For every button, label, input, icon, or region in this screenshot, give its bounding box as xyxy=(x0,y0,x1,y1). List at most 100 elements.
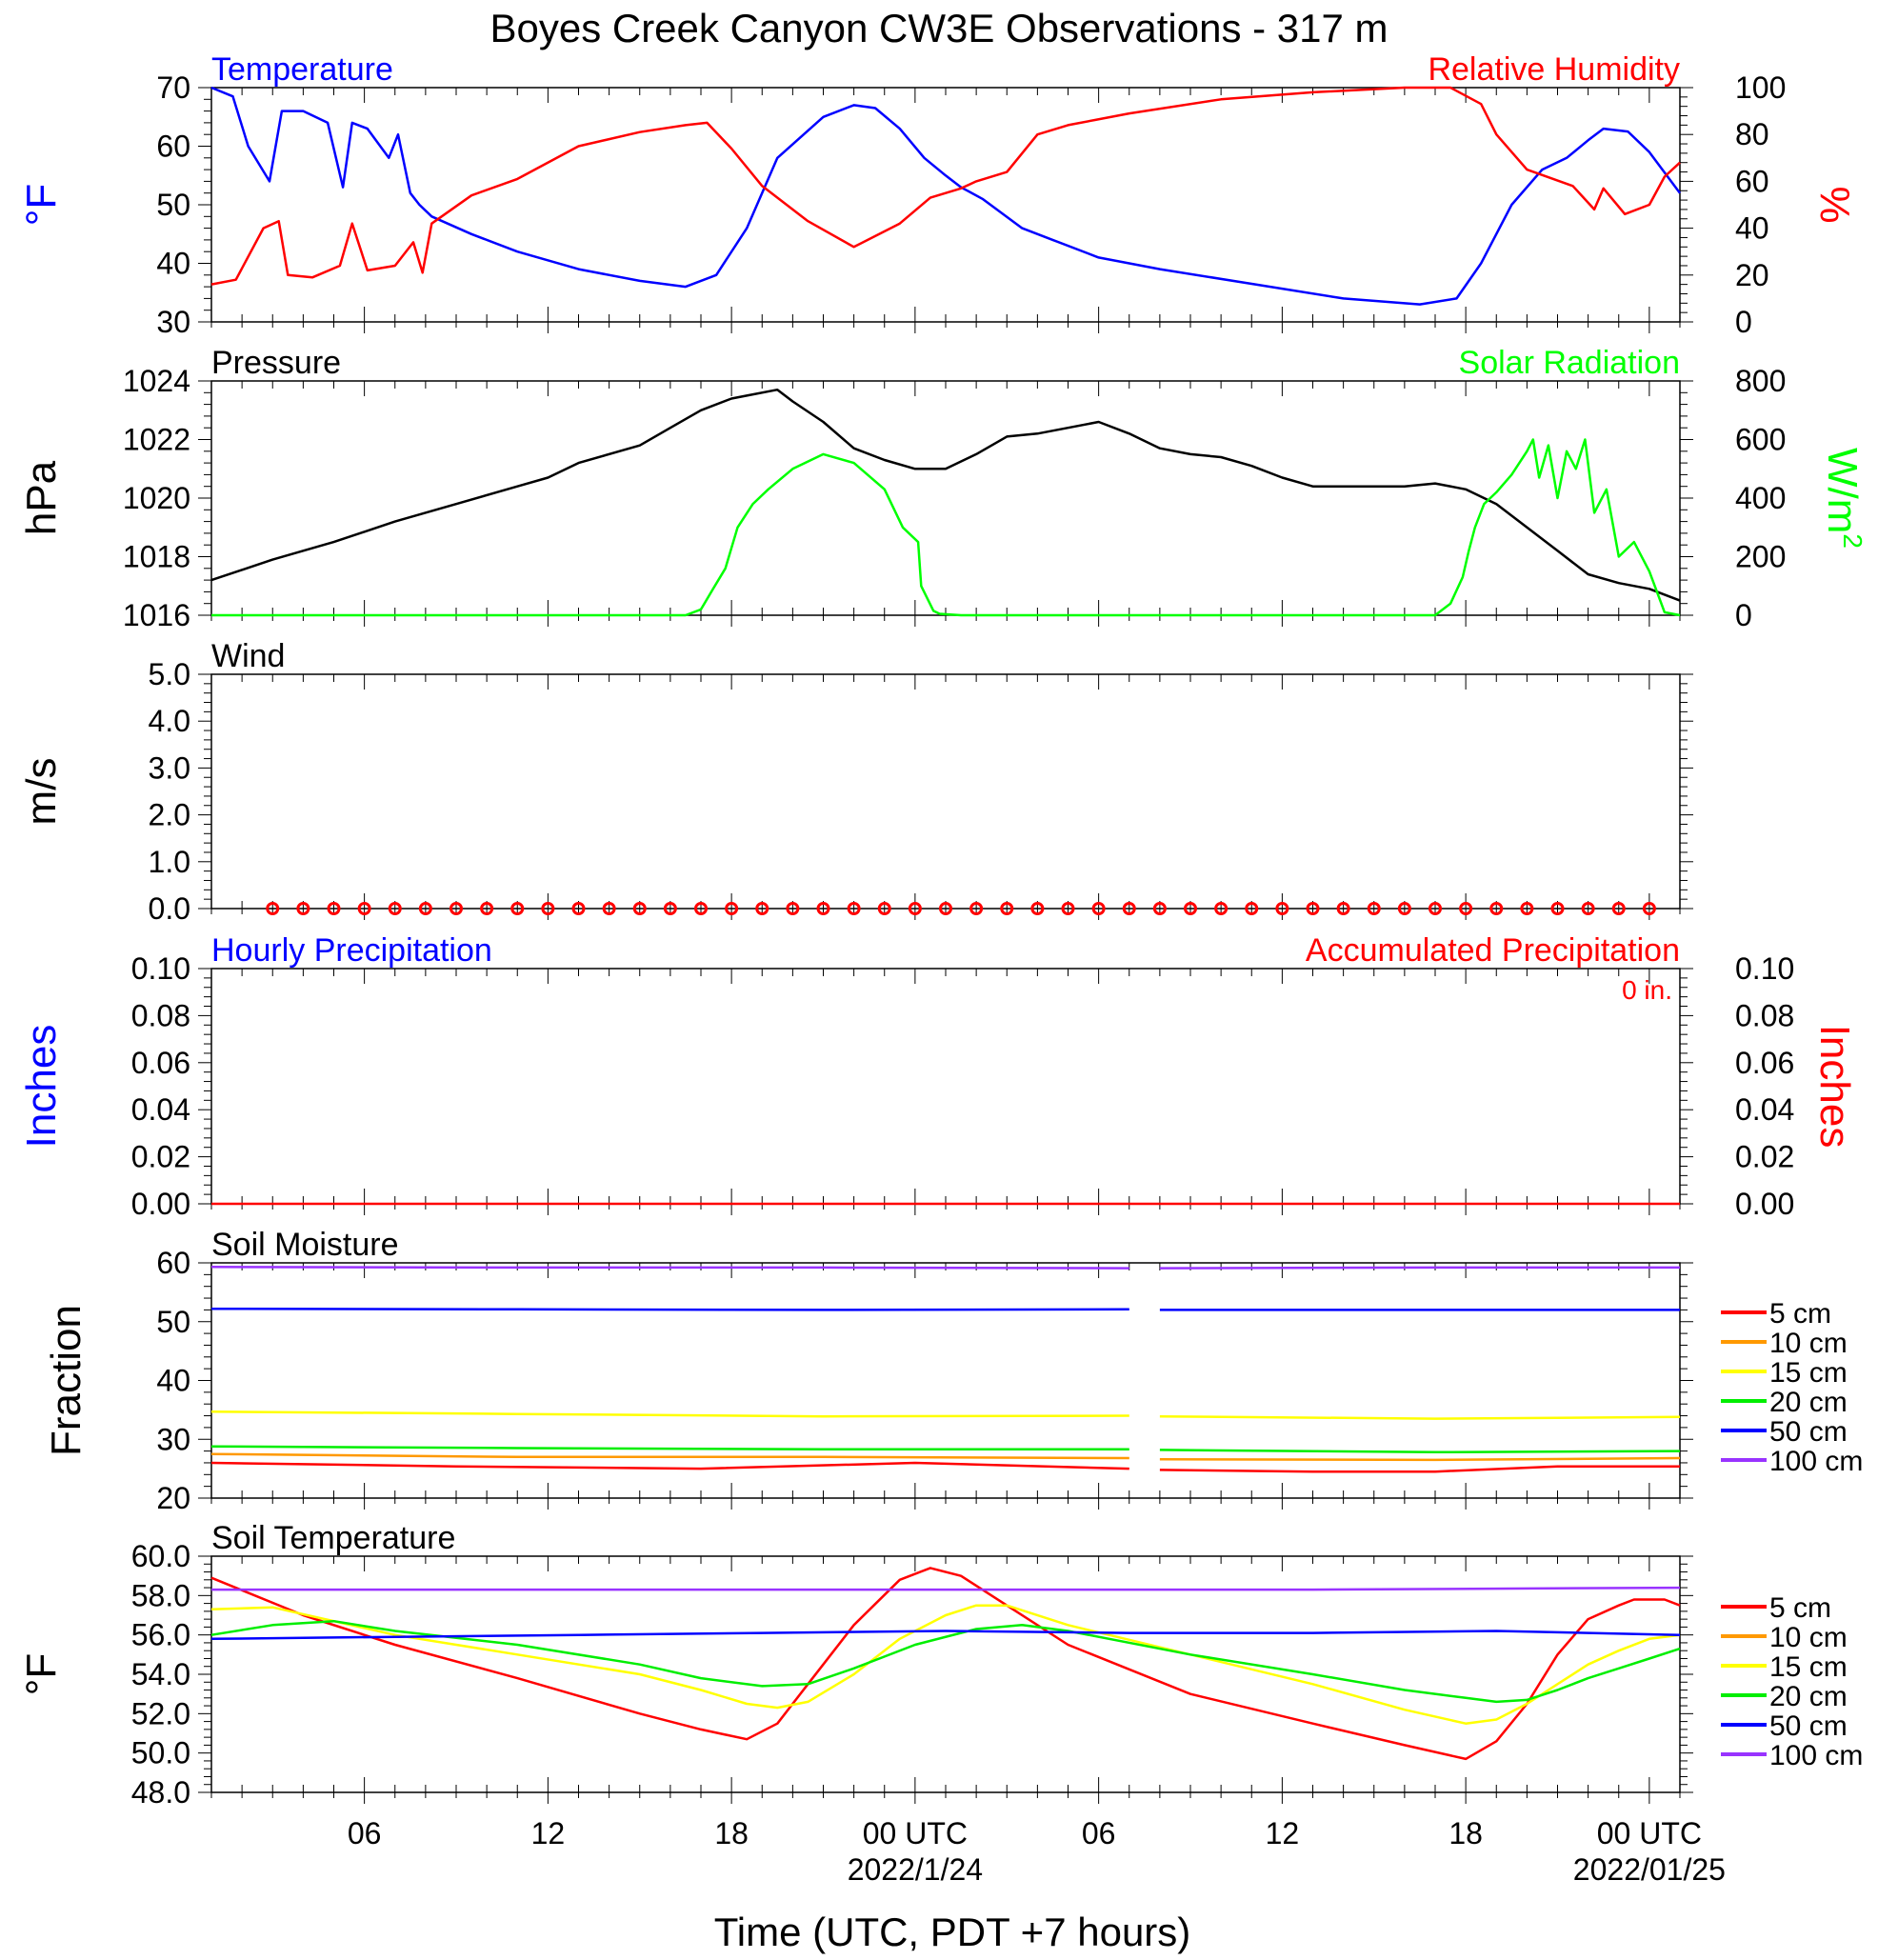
wind-marker xyxy=(1275,902,1289,915)
wind-marker xyxy=(1061,902,1075,915)
wind-marker xyxy=(1397,902,1411,915)
wind-marker xyxy=(969,902,984,915)
series-line-100-cm xyxy=(210,1266,1129,1270)
y-tick-label: 0.04 xyxy=(131,1092,190,1127)
wind-marker xyxy=(908,902,922,915)
y-right-tick-label: 0.04 xyxy=(1735,1092,1794,1127)
panel-precipitation: 0.00 0.02 0.04 0.06 0.08 0.10 0.00 0.02 0.04 0.06… xyxy=(18,932,1858,1221)
y-tick-label: 40 xyxy=(156,247,190,281)
y-tick-label: 1024 xyxy=(123,364,190,398)
y-tick-label: 54.0 xyxy=(131,1657,190,1691)
wind-marker xyxy=(632,902,647,915)
y-tick-label: 0.08 xyxy=(131,998,190,1032)
y-tick-label: 58.0 xyxy=(131,1578,190,1612)
y-tick-label: 30 xyxy=(156,305,190,339)
y-tick-label: 50 xyxy=(156,188,190,222)
series-line-20-cm xyxy=(1159,1449,1681,1454)
y-tick-label: 2.0 xyxy=(149,798,190,832)
panel-left-title: Pressure xyxy=(211,345,341,381)
y-axis-title: Fraction xyxy=(43,1305,90,1456)
series-line-5-cm xyxy=(210,1461,1129,1470)
x-tick-label: 12 xyxy=(531,1816,566,1850)
y-tick-label: 0.10 xyxy=(131,951,190,986)
y-tick-label: 50.0 xyxy=(131,1736,190,1770)
wind-marker xyxy=(327,902,341,915)
y-tick-label: 60.0 xyxy=(131,1539,190,1573)
y-right-axis-title: Inches xyxy=(1811,1025,1858,1149)
wind-marker xyxy=(786,902,800,915)
y-tick-label: 20 xyxy=(156,1481,190,1515)
series-line-10-cm xyxy=(210,1452,1129,1460)
legend-label: 50 cm xyxy=(1769,1710,1848,1742)
series-line-10-cm xyxy=(1159,1456,1681,1462)
y-tick-label: 1.0 xyxy=(149,845,190,879)
series-line-temperature xyxy=(210,86,1682,306)
y-right-tick-label: 20 xyxy=(1735,258,1769,292)
y-tick-label: 4.0 xyxy=(149,704,190,738)
y-right-tick-label: 0.10 xyxy=(1735,951,1794,986)
series-line-50-cm xyxy=(210,1630,1681,1641)
wind-marker xyxy=(1245,902,1259,915)
wind-marker xyxy=(510,902,525,915)
panel-left-title: Wind xyxy=(211,638,285,674)
x-tick-label: 18 xyxy=(1448,1816,1483,1850)
wind-marker xyxy=(388,902,402,915)
series-line-100-cm xyxy=(211,1586,1681,1591)
panel-temperature_humidity: 30 40 50 60 70 0 20 40 60 80 100 °F % Temperature Rela… xyxy=(18,51,1858,339)
wind-marker xyxy=(816,902,830,915)
y-tick-label: 1020 xyxy=(123,481,190,515)
legend-label: 10 cm xyxy=(1769,1622,1848,1653)
y-axis-title: °F xyxy=(18,184,65,226)
legend-label: 15 cm xyxy=(1769,1357,1848,1389)
y-right-axis-title: W/m2 xyxy=(1819,448,1868,549)
y-tick-label: 3.0 xyxy=(149,750,190,785)
x-tick-label: 06 xyxy=(1082,1816,1116,1850)
wind-marker xyxy=(357,902,371,915)
y-right-tick-label: 800 xyxy=(1735,364,1786,398)
series-line-20-cm xyxy=(210,1445,1129,1450)
x-tick-label: 12 xyxy=(1266,1816,1300,1850)
y-tick-label: 70 xyxy=(156,70,190,105)
legend-label: 15 cm xyxy=(1769,1651,1848,1683)
y-tick-label: 5.0 xyxy=(149,657,190,691)
y-right-tick-label: 100 xyxy=(1735,70,1786,105)
x-tick-label: 06 xyxy=(348,1816,382,1850)
panel-left-title: Hourly Precipitation xyxy=(211,932,492,969)
wind-marker xyxy=(1030,902,1045,915)
legend-label: 100 cm xyxy=(1769,1740,1863,1771)
y-tick-label: 48.0 xyxy=(131,1775,190,1810)
legend-label: 5 cm xyxy=(1769,1298,1831,1330)
panel-right-title: Relative Humidity xyxy=(1428,51,1680,88)
wind-marker xyxy=(1581,902,1595,915)
y-right-tick-label: 0 xyxy=(1735,598,1752,632)
y-axis-title: m/s xyxy=(18,758,65,826)
wind-marker xyxy=(296,902,310,915)
x-tick-label: 18 xyxy=(714,1816,749,1850)
wind-marker xyxy=(1000,902,1014,915)
wind-marker xyxy=(450,902,463,915)
x-tick-label: 00 UTC xyxy=(1597,1816,1702,1850)
wind-marker xyxy=(1428,902,1442,915)
x-date-label: 2022/01/25 xyxy=(1573,1852,1726,1887)
series-line-20-cm xyxy=(210,1619,1681,1704)
wind-marker xyxy=(1306,902,1320,915)
panel-pressure_solar: 1016 1018 1020 1022 1024 0 200 400 600 800 hPa W/m2… xyxy=(18,345,1868,632)
wind-marker xyxy=(602,902,616,915)
wind-marker xyxy=(1122,902,1136,915)
wind-marker xyxy=(571,902,586,915)
wind-marker xyxy=(847,902,861,915)
y-right-tick-label: 400 xyxy=(1735,481,1786,515)
series-line-100-cm xyxy=(1159,1266,1680,1270)
y-tick-label: 40 xyxy=(156,1364,190,1398)
y-right-tick-label: 0 xyxy=(1735,305,1752,339)
wind-marker xyxy=(1520,902,1534,915)
series-line-15-cm xyxy=(1159,1414,1681,1420)
y-right-tick-label: 600 xyxy=(1735,423,1786,457)
y-tick-label: 1018 xyxy=(123,540,190,574)
wind-marker xyxy=(1367,902,1381,915)
wind-marker xyxy=(1184,902,1197,915)
y-tick-label: 52.0 xyxy=(131,1696,190,1730)
y-axis-title: °F xyxy=(18,1653,65,1695)
